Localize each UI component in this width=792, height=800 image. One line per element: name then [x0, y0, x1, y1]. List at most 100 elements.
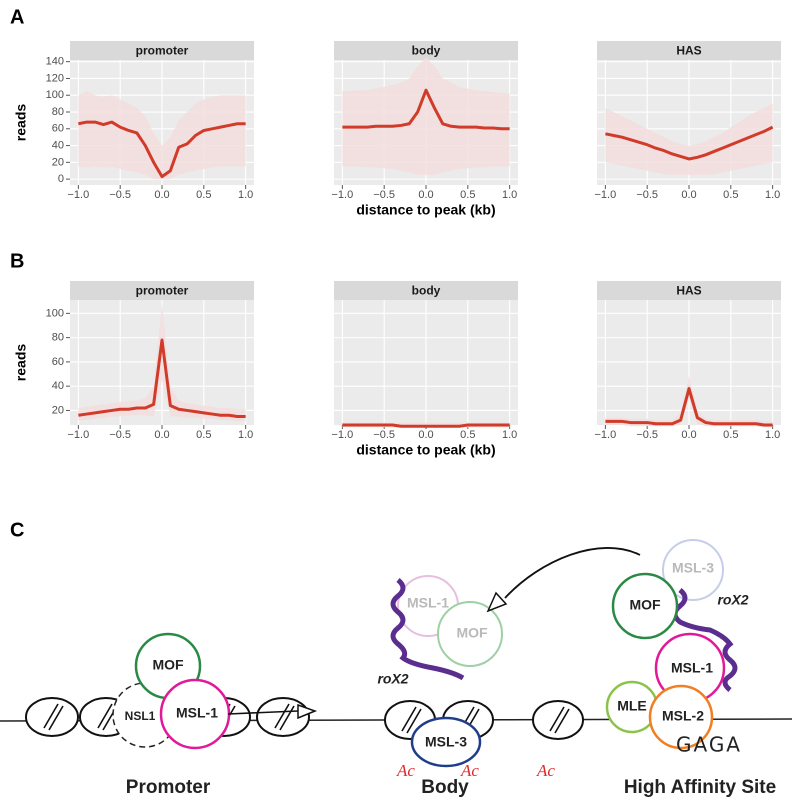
x-tick-label: 1.0	[502, 429, 517, 441]
x-tick-label: 1.0	[238, 429, 253, 441]
facet-strip	[597, 41, 781, 60]
x-tick-label: 0.0	[418, 189, 433, 201]
y-tick-label: 40	[52, 380, 64, 392]
diagram: C MOF NSL1 MSL-1 MSL-1	[0, 519, 792, 798]
x-axis-label: distance to peak (kb)	[356, 442, 495, 458]
x-tick-label: −0.5	[109, 429, 131, 441]
line	[78, 120, 246, 179]
x-tick-label: 0.5	[460, 189, 475, 201]
line	[342, 88, 510, 131]
x-tick-label: −0.5	[636, 189, 658, 201]
nucleosome	[256, 697, 310, 737]
msl2-node	[648, 684, 714, 750]
nucleosome	[25, 697, 79, 737]
node-label: MLE	[617, 698, 647, 714]
y-tick-label: 60	[52, 356, 64, 368]
x-tick-label: −0.5	[109, 189, 131, 201]
node-label: MSL-3	[425, 734, 467, 750]
y-tick-label: 120	[46, 72, 64, 84]
y-tick-label: 60	[52, 123, 64, 135]
node-label: MOF	[629, 597, 661, 613]
x-tick-label: 0.0	[154, 189, 169, 201]
x-tick-label: 0.0	[154, 429, 169, 441]
rox2-rna	[672, 588, 738, 692]
facet-title: HAS	[676, 44, 701, 58]
x-tick-label: 0.0	[418, 429, 433, 441]
rna-label: roX2	[717, 592, 748, 608]
y-tick-label: 0	[58, 173, 64, 185]
caption: Promoter	[126, 777, 211, 798]
node-label: MOF	[456, 625, 488, 641]
x-tick-label: 1.0	[765, 189, 780, 201]
y-tick-label: 140	[46, 56, 64, 68]
line	[342, 423, 510, 428]
caption: Body	[421, 777, 469, 798]
gaga-label: GAGA	[676, 733, 742, 757]
ribbon	[342, 57, 510, 175]
y-axis-label: reads	[13, 344, 29, 382]
node-label: MSL-1	[176, 705, 218, 721]
x-tick-label: −0.5	[373, 429, 395, 441]
msl3-node	[662, 539, 724, 601]
facet-strip	[334, 41, 518, 60]
mof-node	[437, 601, 503, 667]
facet-strip	[334, 281, 518, 300]
panel-label: C	[10, 519, 24, 541]
line	[78, 338, 246, 419]
x-tick-label: −0.5	[636, 429, 658, 441]
y-tick-label: 100	[46, 89, 64, 101]
facet-strip	[70, 281, 254, 300]
acetyl-mark: Ac	[460, 761, 479, 780]
x-tick-label: −1.0	[332, 189, 354, 201]
node-label: MSL-2	[662, 708, 704, 724]
node-label: MSL-1	[407, 595, 449, 611]
panel-label: A	[10, 6, 24, 28]
ribbon	[78, 91, 246, 180]
y-tick-label: 20	[52, 404, 64, 416]
arrow-head	[486, 591, 508, 613]
y-tick-label: 100	[46, 307, 64, 319]
line	[605, 387, 773, 427]
x-tick-label: −1.0	[595, 429, 617, 441]
arrow	[504, 547, 641, 599]
y-tick-label: 80	[52, 106, 64, 118]
facet-title: promoter	[136, 284, 189, 298]
node-label: MSL-1	[671, 660, 713, 676]
node-label: MSL-3	[672, 560, 714, 576]
node-label: MOF	[152, 657, 184, 673]
facet-title: promoter	[136, 44, 189, 58]
facet-strip	[70, 41, 254, 60]
x-tick-label: 0.5	[723, 429, 738, 441]
rox2-rna	[390, 578, 465, 681]
line	[605, 125, 774, 161]
acetyl-mark: Ac	[396, 761, 415, 780]
x-tick-label: 0.5	[196, 189, 211, 201]
x-tick-label: −1.0	[68, 429, 90, 441]
acetyl-mark: Ac	[536, 761, 555, 780]
y-tick-label: 20	[52, 156, 64, 168]
y-axis-label: reads	[13, 104, 29, 142]
node-label: NSL1	[125, 709, 156, 723]
x-tick-label: 1.0	[502, 189, 517, 201]
facet-strip	[597, 281, 781, 300]
facet-title: HAS	[676, 284, 701, 298]
facet-title: body	[412, 44, 441, 58]
x-tick-label: 0.5	[460, 429, 475, 441]
x-tick-label: −1.0	[68, 189, 90, 201]
facet-title: body	[412, 284, 441, 298]
y-tick-label: 40	[52, 139, 64, 151]
x-tick-label: 0.0	[681, 429, 696, 441]
nucleosome	[532, 700, 584, 740]
caption: High Affinity Site	[624, 777, 776, 798]
x-tick-label: 0.5	[723, 189, 738, 201]
y-tick-label: 80	[52, 332, 64, 344]
ribbon	[605, 103, 773, 175]
panel-label: B	[10, 250, 24, 272]
mof-node	[611, 572, 679, 640]
x-tick-label: 0.0	[681, 189, 696, 201]
arrow-head	[297, 703, 318, 720]
